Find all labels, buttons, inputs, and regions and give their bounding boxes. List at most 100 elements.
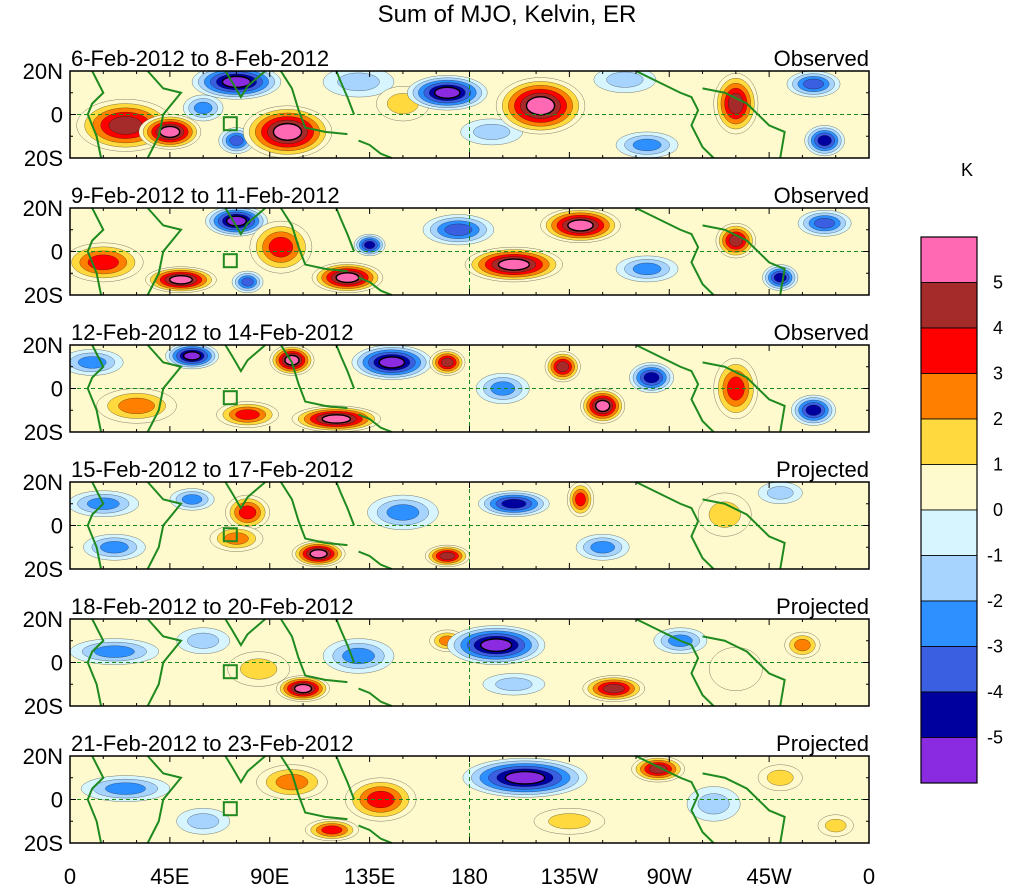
contour-mark [497,258,531,271]
panel-status-label: Projected [776,731,869,756]
coast-philippines [335,207,356,252]
contour-mark [444,223,473,236]
contour-mark [643,372,660,383]
y-tick-label: 20S [24,557,63,582]
x-tick-label: 0 [64,864,76,889]
y-tick-label: 20N [23,59,63,84]
panel-status-label: Projected [776,594,869,619]
contour-mark [805,404,822,416]
coast-india [224,344,266,374]
colorbar-label: -5 [987,728,1003,748]
coast-sea [280,70,348,136]
colorbar-label: -3 [987,637,1003,657]
coast-india [224,70,266,100]
coast-americas-west [635,344,715,433]
region-box [222,801,238,817]
x-tick-label: 45W [747,864,792,889]
y-tick-label: 20S [24,694,63,719]
contour-mark [575,492,586,507]
x-tick-label: 180 [451,864,488,889]
y-tick-label: 20N [23,607,63,632]
coast-americas-west [635,70,715,159]
coast-africa-west [86,618,105,707]
contour-mark [321,414,352,424]
contour-mark [590,541,615,554]
x-tick-label: 0 [863,864,875,889]
contour-mark [159,125,181,139]
coast-africa-west [86,207,105,296]
colorbar-swatch [920,282,978,329]
contour-mark [767,769,794,786]
contour-mark [567,219,594,232]
colorbar-label: 5 [993,273,1003,293]
contour-mark [648,764,668,774]
contour-mark [504,770,546,785]
colorbar-swatch [920,418,978,465]
coast-americas-east [702,498,786,570]
y-tick-label: 20S [24,831,63,856]
panel-ticks [69,481,870,570]
contour-mark [182,351,202,361]
coast-philippines [335,344,356,389]
panel-contours [70,482,803,567]
contour-mark [386,504,420,521]
panel-contours [70,625,821,702]
colorbar-swatch [920,373,978,420]
coast-africa-east [146,618,183,707]
contour-mark [708,501,741,528]
y-tick-label: 20N [23,196,63,221]
panel-ticks [69,70,870,159]
contour-mark [268,236,293,258]
x-tick-label: 90E [250,864,289,889]
colorbar: 5 4 3 2 1 0 -1 -2 -3 -4 -5 K [920,160,1003,784]
map-panel: 6-Feb-2012 to 8-Feb-2012 Observed 20N 0 20S [23,46,870,171]
coast-sea [280,344,348,410]
contour-mark [501,499,527,509]
panel-date-label: 21-Feb-2012 to 23-Feb-2012 [71,731,354,756]
colorbar-label: -4 [987,682,1003,702]
coast-australia [358,550,393,570]
colorbar-label: 2 [993,409,1003,429]
contour-mark [606,71,644,88]
colorbar-swatch [920,327,978,374]
coast-philippines [335,618,356,663]
coast-india [224,755,266,785]
contour-mark [602,683,625,694]
coast-philippines [335,755,356,800]
contour-mark [439,552,456,560]
contour-mark [817,135,832,146]
contour-mark [181,494,203,505]
colorbar-swatch [920,509,978,556]
colorbar-units: K [961,160,973,180]
region-box [222,664,238,680]
coast-americas-east [702,87,786,159]
panel-status-label: Projected [776,457,869,482]
contour-mark [825,819,847,833]
coast-africa-east [146,344,183,433]
contour-mark [272,122,303,141]
colorbar-label: -2 [987,591,1003,611]
contour-mark [221,75,252,89]
panel-date-label: 6-Feb-2012 to 8-Feb-2012 [71,46,329,71]
x-tick-label: 135E [344,864,395,889]
contour-mark [108,116,143,135]
panel-contours [70,208,852,293]
contour-mark [364,241,376,249]
contour-mark [495,677,533,691]
coast-sea [280,481,348,547]
coast-africa-east [146,481,183,570]
map-panel: 15-Feb-2012 to 17-Feb-2012 Projected 20N 0 2… [23,457,870,582]
y-tick-label: 20N [23,333,63,358]
coast-americas-west [635,618,715,707]
contour-mark [169,274,193,285]
colorbar-label: 4 [993,318,1003,338]
coast-sea [280,755,348,821]
y-tick-label: 20N [23,744,63,769]
coast-americas-east [702,772,786,844]
contour-mark [335,272,360,284]
panel-contours [70,345,836,432]
coast-africa-west [86,481,105,570]
coast-sea [280,207,348,273]
panel-date-label: 12-Feb-2012 to 14-Feb-2012 [71,320,354,345]
contour-mark [548,813,591,830]
